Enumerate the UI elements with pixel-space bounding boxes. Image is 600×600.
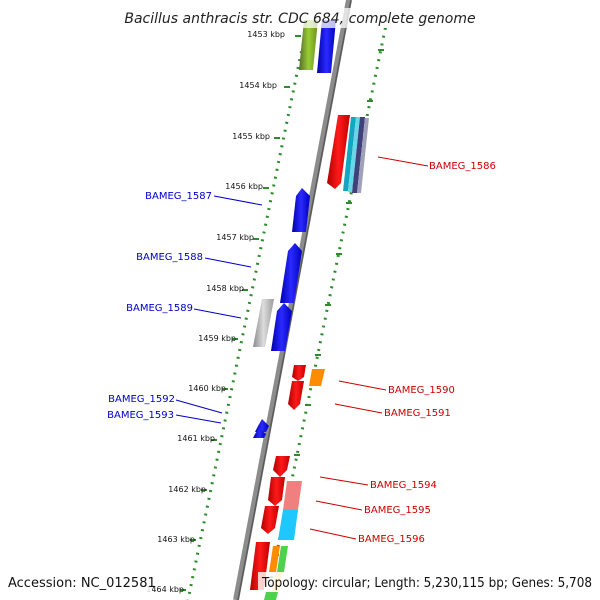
gene-feature-red-1596[interactable]: [261, 506, 279, 534]
summary-text: Topology: circular; Length: 5,230,115 bp…: [261, 576, 592, 591]
gene-bameg-1591-upper[interactable]: [292, 365, 306, 381]
label-bameg-1590[interactable]: BAMEG_1590: [388, 385, 455, 396]
gene-bameg-1594[interactable]: [273, 456, 290, 477]
gene-bameg-1596[interactable]: [278, 510, 298, 540]
gene-bameg-1589[interactable]: [253, 299, 274, 347]
map-title: Bacillus anthracis str. CDC 684, complet…: [124, 11, 475, 27]
tick-label-1463: 1463 kbp: [157, 535, 195, 544]
gene-feature-navy-1586[interactable]: [352, 117, 365, 193]
gene-feature-blue-top[interactable]: [317, 20, 336, 73]
label-bameg-1589[interactable]: BAMEG_1589: [126, 303, 193, 314]
accession-backdrop: [4, 572, 152, 592]
accession-text: Accession: NC_012581: [8, 576, 156, 591]
tick-label-1457: 1457 kbp: [216, 233, 254, 242]
gene-feature-grey-1586[interactable]: [357, 118, 369, 193]
summary-backdrop: [258, 572, 598, 592]
label-bameg-1593[interactable]: BAMEG_1593: [107, 410, 174, 421]
tick-label-1456: 1456 kbp: [225, 182, 263, 191]
leader-lines-right: [309, 156, 429, 540]
gene-bameg-1586[interactable]: [327, 115, 350, 189]
gene-feature-teal-1586[interactable]: [348, 117, 360, 192]
gene-bameg-1594-lower[interactable]: [268, 477, 285, 506]
gene-bameg-1593[interactable]: [253, 428, 266, 438]
gene-feature-blue-1589[interactable]: [271, 303, 292, 351]
gene-bameg-1588[interactable]: [280, 243, 302, 303]
label-bameg-1592[interactable]: BAMEG_1592: [108, 394, 175, 405]
gene-bameg-1587[interactable]: [292, 188, 310, 232]
tick-label-1453: 1453 kbp: [247, 30, 285, 39]
label-bameg-1587[interactable]: BAMEG_1587: [145, 191, 212, 202]
gene-bameg-1595[interactable]: [283, 481, 302, 510]
gene-feature-cyan-1586[interactable]: [343, 117, 356, 191]
gene-bameg-1591[interactable]: [288, 381, 304, 410]
label-bameg-1594[interactable]: BAMEG_1594: [370, 480, 437, 491]
genome-backbone-shadow: [237, 0, 352, 600]
gene-feature-olive[interactable]: [299, 20, 318, 70]
tick-track-right: [265, 19, 389, 600]
tick-label-1460: 1460 kbp: [188, 384, 226, 393]
label-bameg-1588[interactable]: BAMEG_1588: [136, 252, 203, 263]
tick-track-left: [186, 19, 310, 600]
gene-feature-orange-bottom[interactable]: [269, 546, 280, 572]
gene-feature-green-bottom-2[interactable]: [264, 592, 278, 600]
tick-label-1459: 1459 kbp: [198, 334, 236, 343]
tick-label-1461: 1461 kbp: [177, 434, 215, 443]
tick-label-1464: 1464 kbp: [146, 585, 184, 594]
major-ticks-left: [180, 35, 301, 591]
gene-bameg-1590[interactable]: [309, 369, 325, 386]
leader-lines-left: [175, 195, 263, 424]
gene-feature-green-bottom[interactable]: [277, 546, 288, 572]
label-bameg-1591[interactable]: BAMEG_1591: [384, 408, 451, 419]
title-backdrop: [120, 8, 480, 28]
label-bameg-1586[interactable]: BAMEG_1586: [429, 161, 496, 172]
tick-label-1455: 1455 kbp: [232, 132, 270, 141]
tick-label-1454: 1454 kbp: [239, 81, 277, 90]
tick-label-1462: 1462 kbp: [168, 485, 206, 494]
tick-label-1458: 1458 kbp: [206, 284, 244, 293]
label-bameg-1595[interactable]: BAMEG_1595: [364, 505, 431, 516]
label-bameg-1596[interactable]: BAMEG_1596: [358, 534, 425, 545]
